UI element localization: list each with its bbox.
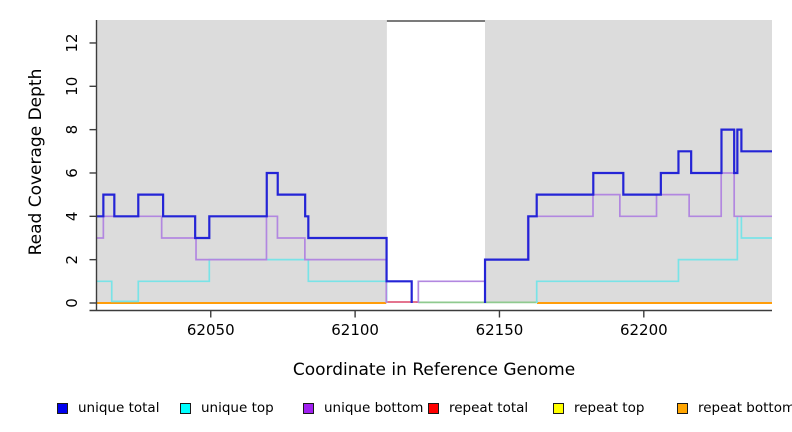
x-tick-label: 62150 bbox=[476, 321, 524, 339]
y-tick-label: 8 bbox=[63, 125, 81, 135]
y-tick-label: 10 bbox=[63, 77, 81, 96]
series-unique-top bbox=[97, 215, 772, 303]
x-tick-label: 62200 bbox=[620, 321, 668, 339]
series-repeat-total bbox=[386, 301, 419, 303]
x-tick-label: 62100 bbox=[331, 321, 379, 339]
x-axis-title: Coordinate in Reference Genome bbox=[292, 360, 576, 380]
masked-region bbox=[386, 20, 486, 303]
y-tick-label: 12 bbox=[63, 33, 81, 52]
x-tick-label: 62050 bbox=[187, 321, 235, 339]
y-axis-title: Read Coverage Depth bbox=[26, 68, 46, 256]
y-tick-label: 4 bbox=[63, 212, 81, 222]
y-tick-label: 0 bbox=[63, 298, 81, 308]
y-tick-label: 2 bbox=[63, 255, 81, 265]
y-tick-label: 6 bbox=[63, 168, 81, 178]
series-baseline-green bbox=[418, 301, 538, 304]
series-unique-total bbox=[97, 128, 772, 303]
